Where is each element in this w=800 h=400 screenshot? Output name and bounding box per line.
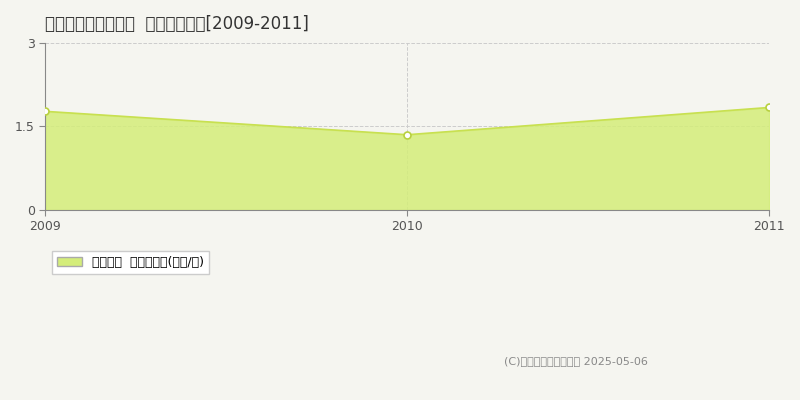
Text: 耶麻郡西会津町群岡  土地価格推移[2009-2011]: 耶麻郡西会津町群岡 土地価格推移[2009-2011]: [46, 15, 309, 33]
Legend: 土地価格  平均坪単価(万円/坪): 土地価格 平均坪単価(万円/坪): [51, 251, 209, 274]
Text: (C)土地価格ドットコム 2025-05-06: (C)土地価格ドットコム 2025-05-06: [504, 356, 648, 366]
